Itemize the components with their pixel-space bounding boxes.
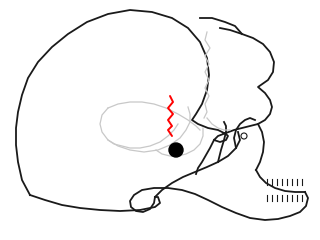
- Circle shape: [169, 143, 183, 157]
- Circle shape: [241, 133, 247, 139]
